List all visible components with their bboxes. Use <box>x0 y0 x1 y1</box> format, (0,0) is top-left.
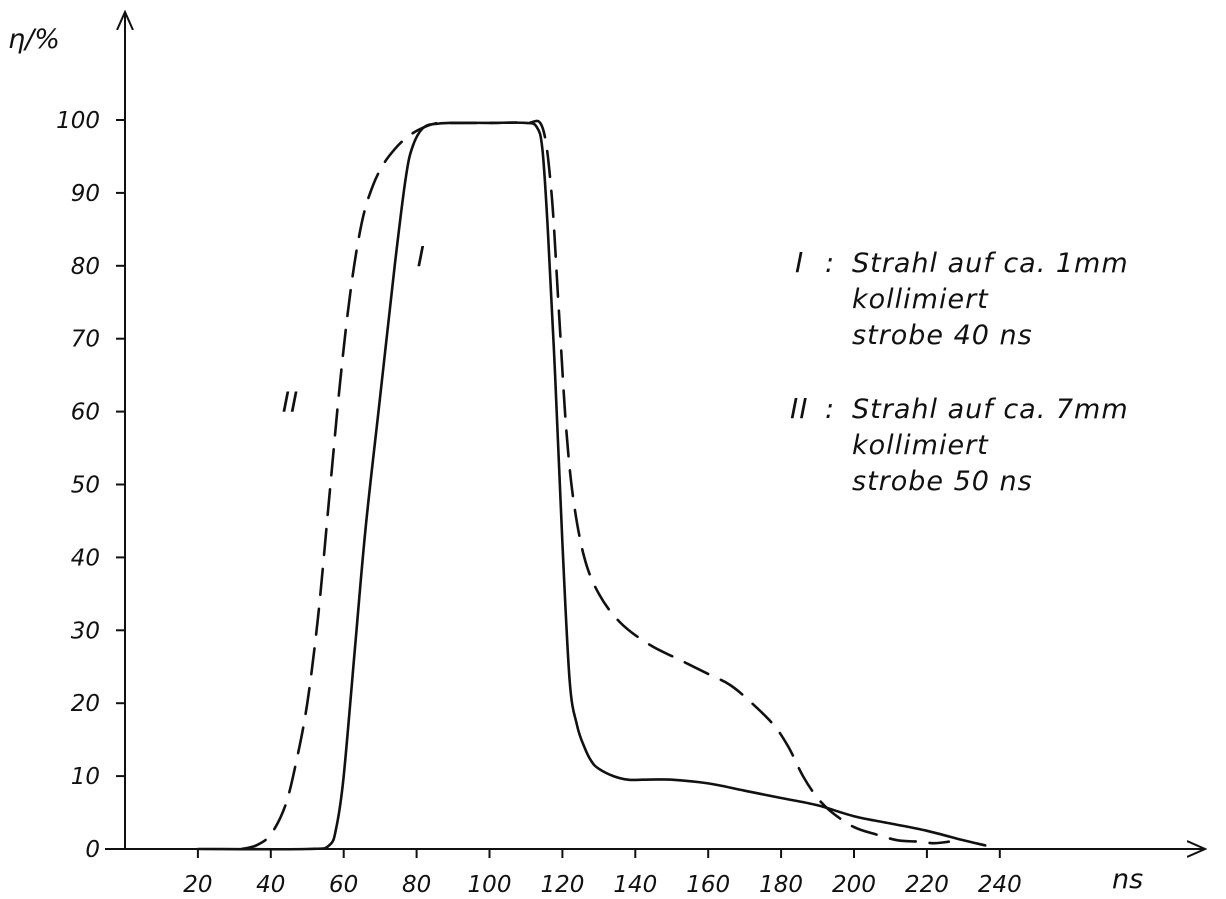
x-tick-label: 60 <box>329 872 358 898</box>
y-tick-label: 60 <box>71 400 100 426</box>
y-tick-label: 100 <box>56 108 100 134</box>
y-axis-label: η/% <box>8 24 60 55</box>
legend-entry-ii: II : Strahl auf ca. 7mm kollimiert strob… <box>790 392 1129 497</box>
x-tick-label: 40 <box>256 872 285 898</box>
legend-marker-i: I <box>795 246 804 279</box>
legend-entry-i-line-3: strobe 40 ns <box>852 320 1033 351</box>
series-line-ii <box>240 119 951 851</box>
y-tick-label: 70 <box>71 327 100 353</box>
legend-colon: : <box>825 394 835 425</box>
x-tick-label: 160 <box>686 872 730 898</box>
curve-label-i: I <box>417 240 425 273</box>
x-tick-label: 20 <box>183 872 212 898</box>
curve-label-ii: II <box>282 386 299 419</box>
y-tick-label: 30 <box>71 618 100 644</box>
legend-entry-ii-line-3: strobe 50 ns <box>852 466 1033 497</box>
legend-entry-ii-line-2: kollimiert <box>852 430 989 461</box>
series-line-i <box>196 121 987 851</box>
y-tick-label: 50 <box>71 473 100 499</box>
x-ticks: 20 40 60 80 100 120 140 160 180 200 220 240 <box>183 849 1022 898</box>
legend-colon: : <box>825 248 835 279</box>
y-tick-label: 40 <box>71 545 100 571</box>
x-tick-label: 220 <box>905 872 949 898</box>
legend-marker-ii: II <box>790 392 809 425</box>
x-tick-label: 80 <box>402 872 431 898</box>
legend-entry-i: I : Strahl auf ca. 1mm kollimiert strobe… <box>795 246 1129 351</box>
x-tick-label: 240 <box>978 872 1022 898</box>
y-tick-label: 0 <box>85 837 100 863</box>
y-tick-label: 80 <box>71 254 100 280</box>
x-tick-label: 100 <box>468 872 512 898</box>
legend-entry-i-line-2: kollimiert <box>852 284 989 315</box>
series-layer <box>196 119 987 851</box>
y-tick-label: 10 <box>71 764 100 790</box>
x-tick-label: 180 <box>759 872 803 898</box>
x-tick-label: 200 <box>832 872 876 898</box>
x-tick-label: 140 <box>613 872 657 898</box>
y-tick-label: 20 <box>71 691 100 717</box>
y-ticks: 0 10 20 30 40 50 60 70 80 90 100 <box>56 108 125 863</box>
x-axis-label: ns <box>1112 864 1143 895</box>
legend-entry-i-line-1: Strahl auf ca. 1mm <box>852 248 1129 279</box>
y-tick-label: 90 <box>71 181 100 207</box>
legend: I : Strahl auf ca. 1mm kollimiert strobe… <box>790 246 1129 497</box>
x-tick-label: 120 <box>540 872 584 898</box>
legend-entry-ii-line-1: Strahl auf ca. 7mm <box>852 394 1129 425</box>
curve-annotations: III <box>282 240 425 419</box>
